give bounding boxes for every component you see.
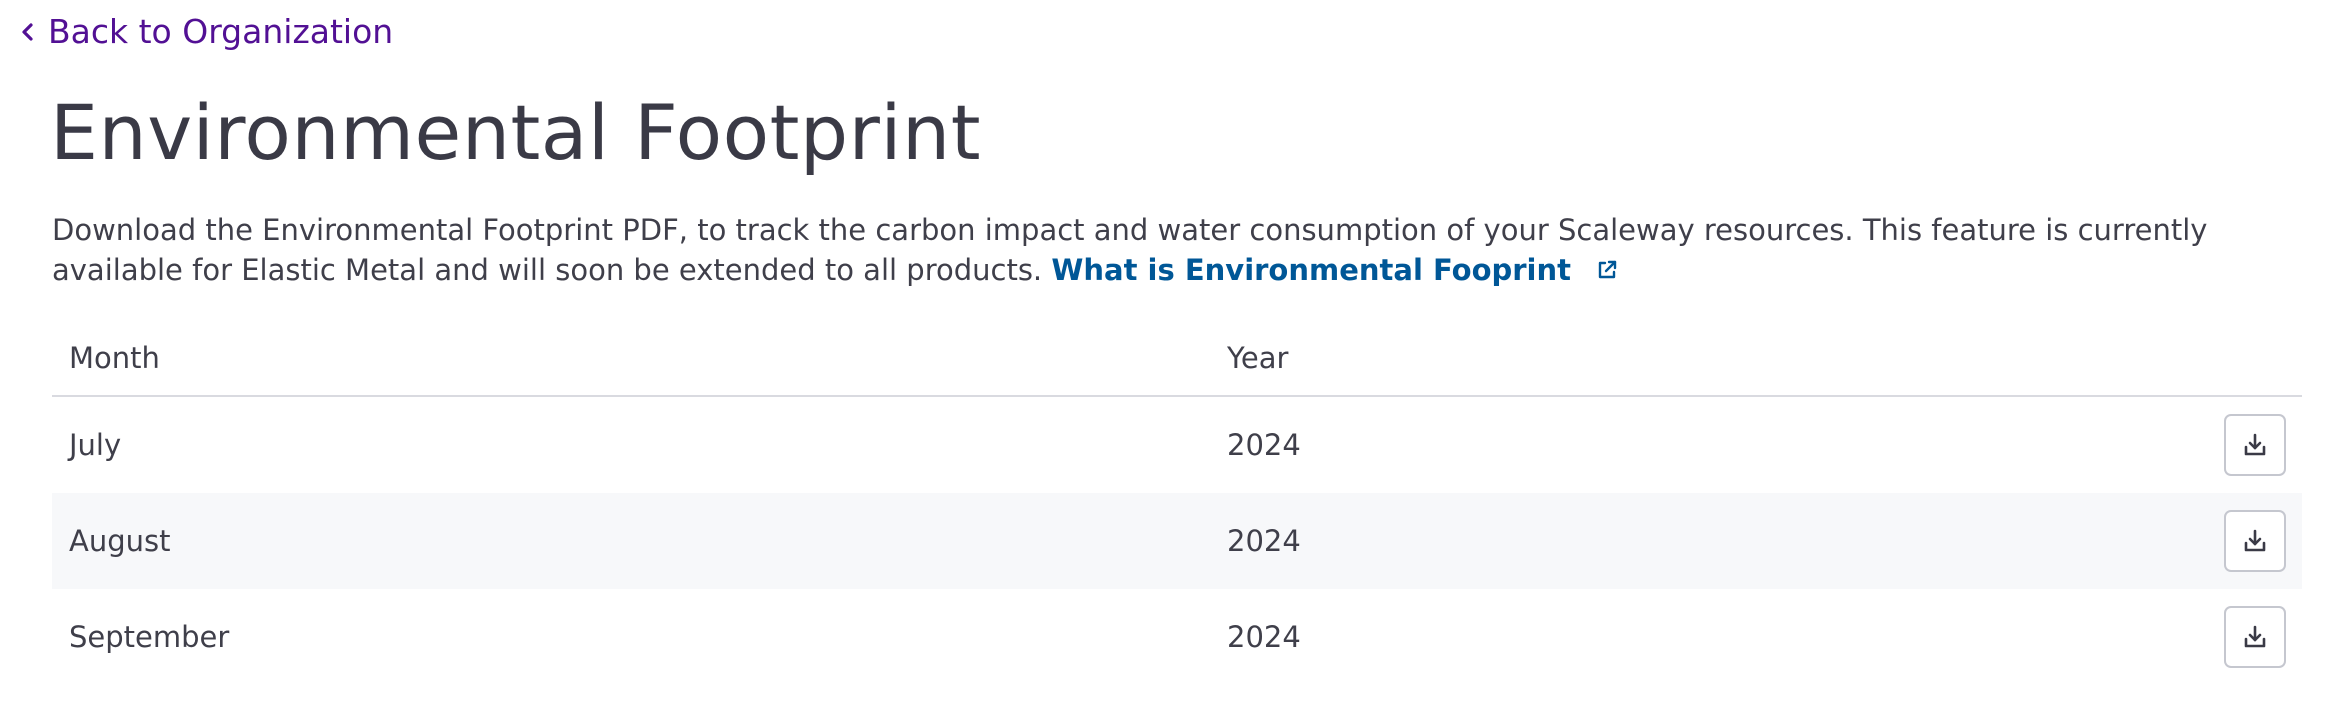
year-cell: 2024 <box>1227 428 1301 462</box>
table-row: July 2024 <box>52 397 2302 493</box>
what-is-environmental-footprint-link[interactable]: What is Environmental Fooprint <box>1051 253 1619 287</box>
column-header-month: Month <box>69 341 160 375</box>
table-row: August 2024 <box>52 493 2302 589</box>
year-cell: 2024 <box>1227 620 1301 654</box>
back-link-label: Back to Organization <box>48 12 394 51</box>
table-row: September 2024 <box>52 589 2302 685</box>
download-icon <box>2244 529 2266 552</box>
page-description: Download the Environmental Footprint PDF… <box>52 210 2302 290</box>
download-button[interactable] <box>2224 606 2286 668</box>
external-link-icon <box>1598 260 1617 279</box>
month-cell: August <box>69 524 171 558</box>
month-cell: July <box>69 428 122 462</box>
year-cell: 2024 <box>1227 524 1301 558</box>
footprint-table: Month Year July 2024 August 2024 Septemb… <box>52 323 2302 685</box>
chevron-left-icon <box>22 22 33 41</box>
back-to-organization-link[interactable]: Back to Organization <box>18 12 393 51</box>
table-header: Month Year <box>52 323 2302 397</box>
page-title: Environmental Footprint <box>50 88 981 177</box>
download-button[interactable] <box>2224 510 2286 572</box>
column-header-year: Year <box>1227 341 1289 375</box>
description-text: Download the Environmental Footprint PDF… <box>52 213 2208 287</box>
info-link-label: What is Environmental Fooprint <box>1051 253 1571 287</box>
download-icon <box>2244 433 2266 456</box>
month-cell: September <box>69 620 230 654</box>
download-icon <box>2244 625 2266 648</box>
download-button[interactable] <box>2224 414 2286 476</box>
